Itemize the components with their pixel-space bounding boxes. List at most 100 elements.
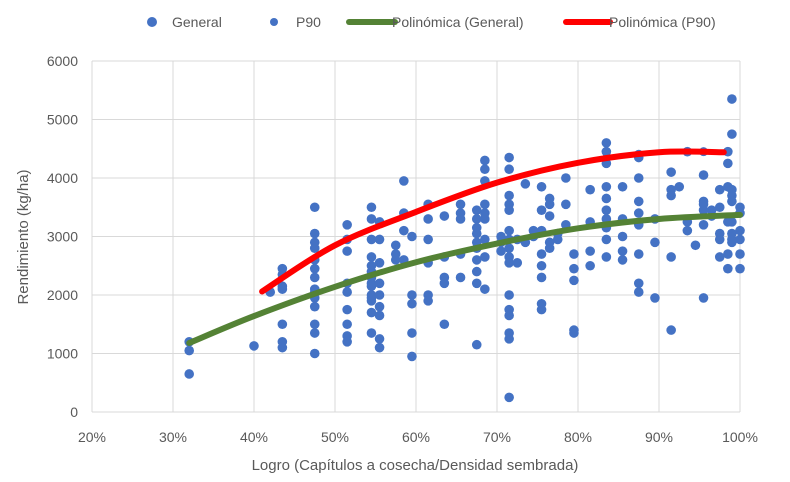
data-point <box>471 228 482 239</box>
legend-label-p90-trend: Polinómica (P90) <box>609 14 716 30</box>
data-point <box>439 319 450 330</box>
data-point <box>423 296 433 306</box>
data-point <box>366 281 377 292</box>
data-point <box>407 351 417 362</box>
data-point <box>471 205 482 215</box>
data-point <box>366 328 377 338</box>
data-point <box>249 341 259 351</box>
data-point <box>366 307 377 318</box>
data-point <box>471 255 482 265</box>
data-point <box>536 260 547 271</box>
data-point <box>714 184 725 195</box>
data-point <box>480 252 490 262</box>
data-point <box>480 234 490 245</box>
x-tick-label: 50% <box>321 429 349 445</box>
data-point <box>536 249 547 259</box>
data-point <box>504 164 514 175</box>
data-point <box>727 94 737 104</box>
data-point <box>277 319 288 330</box>
data-point <box>471 214 482 224</box>
data-point <box>480 155 490 166</box>
data-point <box>633 249 644 259</box>
data-point <box>585 246 595 256</box>
data-point <box>480 199 490 210</box>
x-axis-ticks: 20% 30% 40% 50% 60% 70% 80% 90% 100% <box>78 429 758 445</box>
data-point <box>184 345 194 356</box>
data-point <box>536 205 547 215</box>
data-point <box>504 225 514 236</box>
data-point <box>374 290 385 300</box>
data-point <box>666 325 676 335</box>
legend-marker-general <box>147 17 157 27</box>
data-point <box>407 231 417 242</box>
data-point <box>480 164 490 175</box>
data-point <box>342 220 352 230</box>
data-point <box>633 208 644 218</box>
x-tick-label: 30% <box>159 429 187 445</box>
data-point <box>633 287 644 297</box>
data-point <box>544 211 555 221</box>
data-point <box>309 301 320 312</box>
data-point <box>544 243 555 253</box>
y-axis-ticks: 0 1000 2000 3000 4000 5000 6000 <box>47 53 78 420</box>
data-point <box>374 334 385 344</box>
legend-label-p90: P90 <box>296 14 321 30</box>
data-point <box>342 304 352 315</box>
data-point <box>723 249 733 259</box>
x-tick-label: 40% <box>240 429 268 445</box>
data-point <box>277 342 288 353</box>
data-point <box>601 234 612 245</box>
data-point <box>569 328 579 338</box>
data-point <box>569 275 579 286</box>
data-point <box>366 234 377 245</box>
data-point <box>569 249 579 259</box>
data-point <box>512 258 523 268</box>
data-point <box>682 225 693 236</box>
data-point <box>698 220 709 230</box>
data-point <box>601 193 612 204</box>
data-point <box>601 146 612 157</box>
data-point <box>633 278 644 289</box>
data-point <box>735 263 745 274</box>
data-point <box>561 173 571 183</box>
data-point <box>536 304 547 315</box>
x-tick-label: 90% <box>645 429 673 445</box>
data-point <box>727 217 737 227</box>
data-point <box>309 319 320 330</box>
data-point <box>601 205 612 215</box>
data-point <box>617 255 628 265</box>
data-point <box>374 342 385 353</box>
data-points <box>184 94 745 403</box>
data-point <box>390 255 401 265</box>
data-point <box>309 272 320 283</box>
data-point <box>714 252 725 262</box>
data-point <box>374 310 385 321</box>
data-point <box>617 181 628 192</box>
data-point <box>423 234 433 245</box>
y-tick-label: 6000 <box>47 53 78 69</box>
data-point <box>504 205 514 215</box>
data-point <box>471 278 482 289</box>
y-axis-title: Rendimiento (kg/ha) <box>15 169 32 304</box>
data-point <box>504 152 514 163</box>
general-trendline <box>186 211 743 346</box>
data-point <box>690 240 701 251</box>
data-point <box>537 182 547 192</box>
data-point <box>666 190 676 201</box>
data-point <box>342 246 352 256</box>
data-point <box>650 293 660 303</box>
data-point <box>366 252 377 262</box>
data-point <box>666 167 676 177</box>
data-point <box>617 246 628 256</box>
legend: General P90 Polinómica (General) Polinóm… <box>147 14 716 30</box>
data-point <box>601 252 612 262</box>
legend-label-general: General <box>172 14 222 30</box>
data-point <box>504 290 514 300</box>
data-point <box>374 278 385 289</box>
data-point <box>374 258 385 268</box>
data-point <box>407 290 417 300</box>
data-point <box>601 138 612 148</box>
data-point <box>309 202 320 213</box>
